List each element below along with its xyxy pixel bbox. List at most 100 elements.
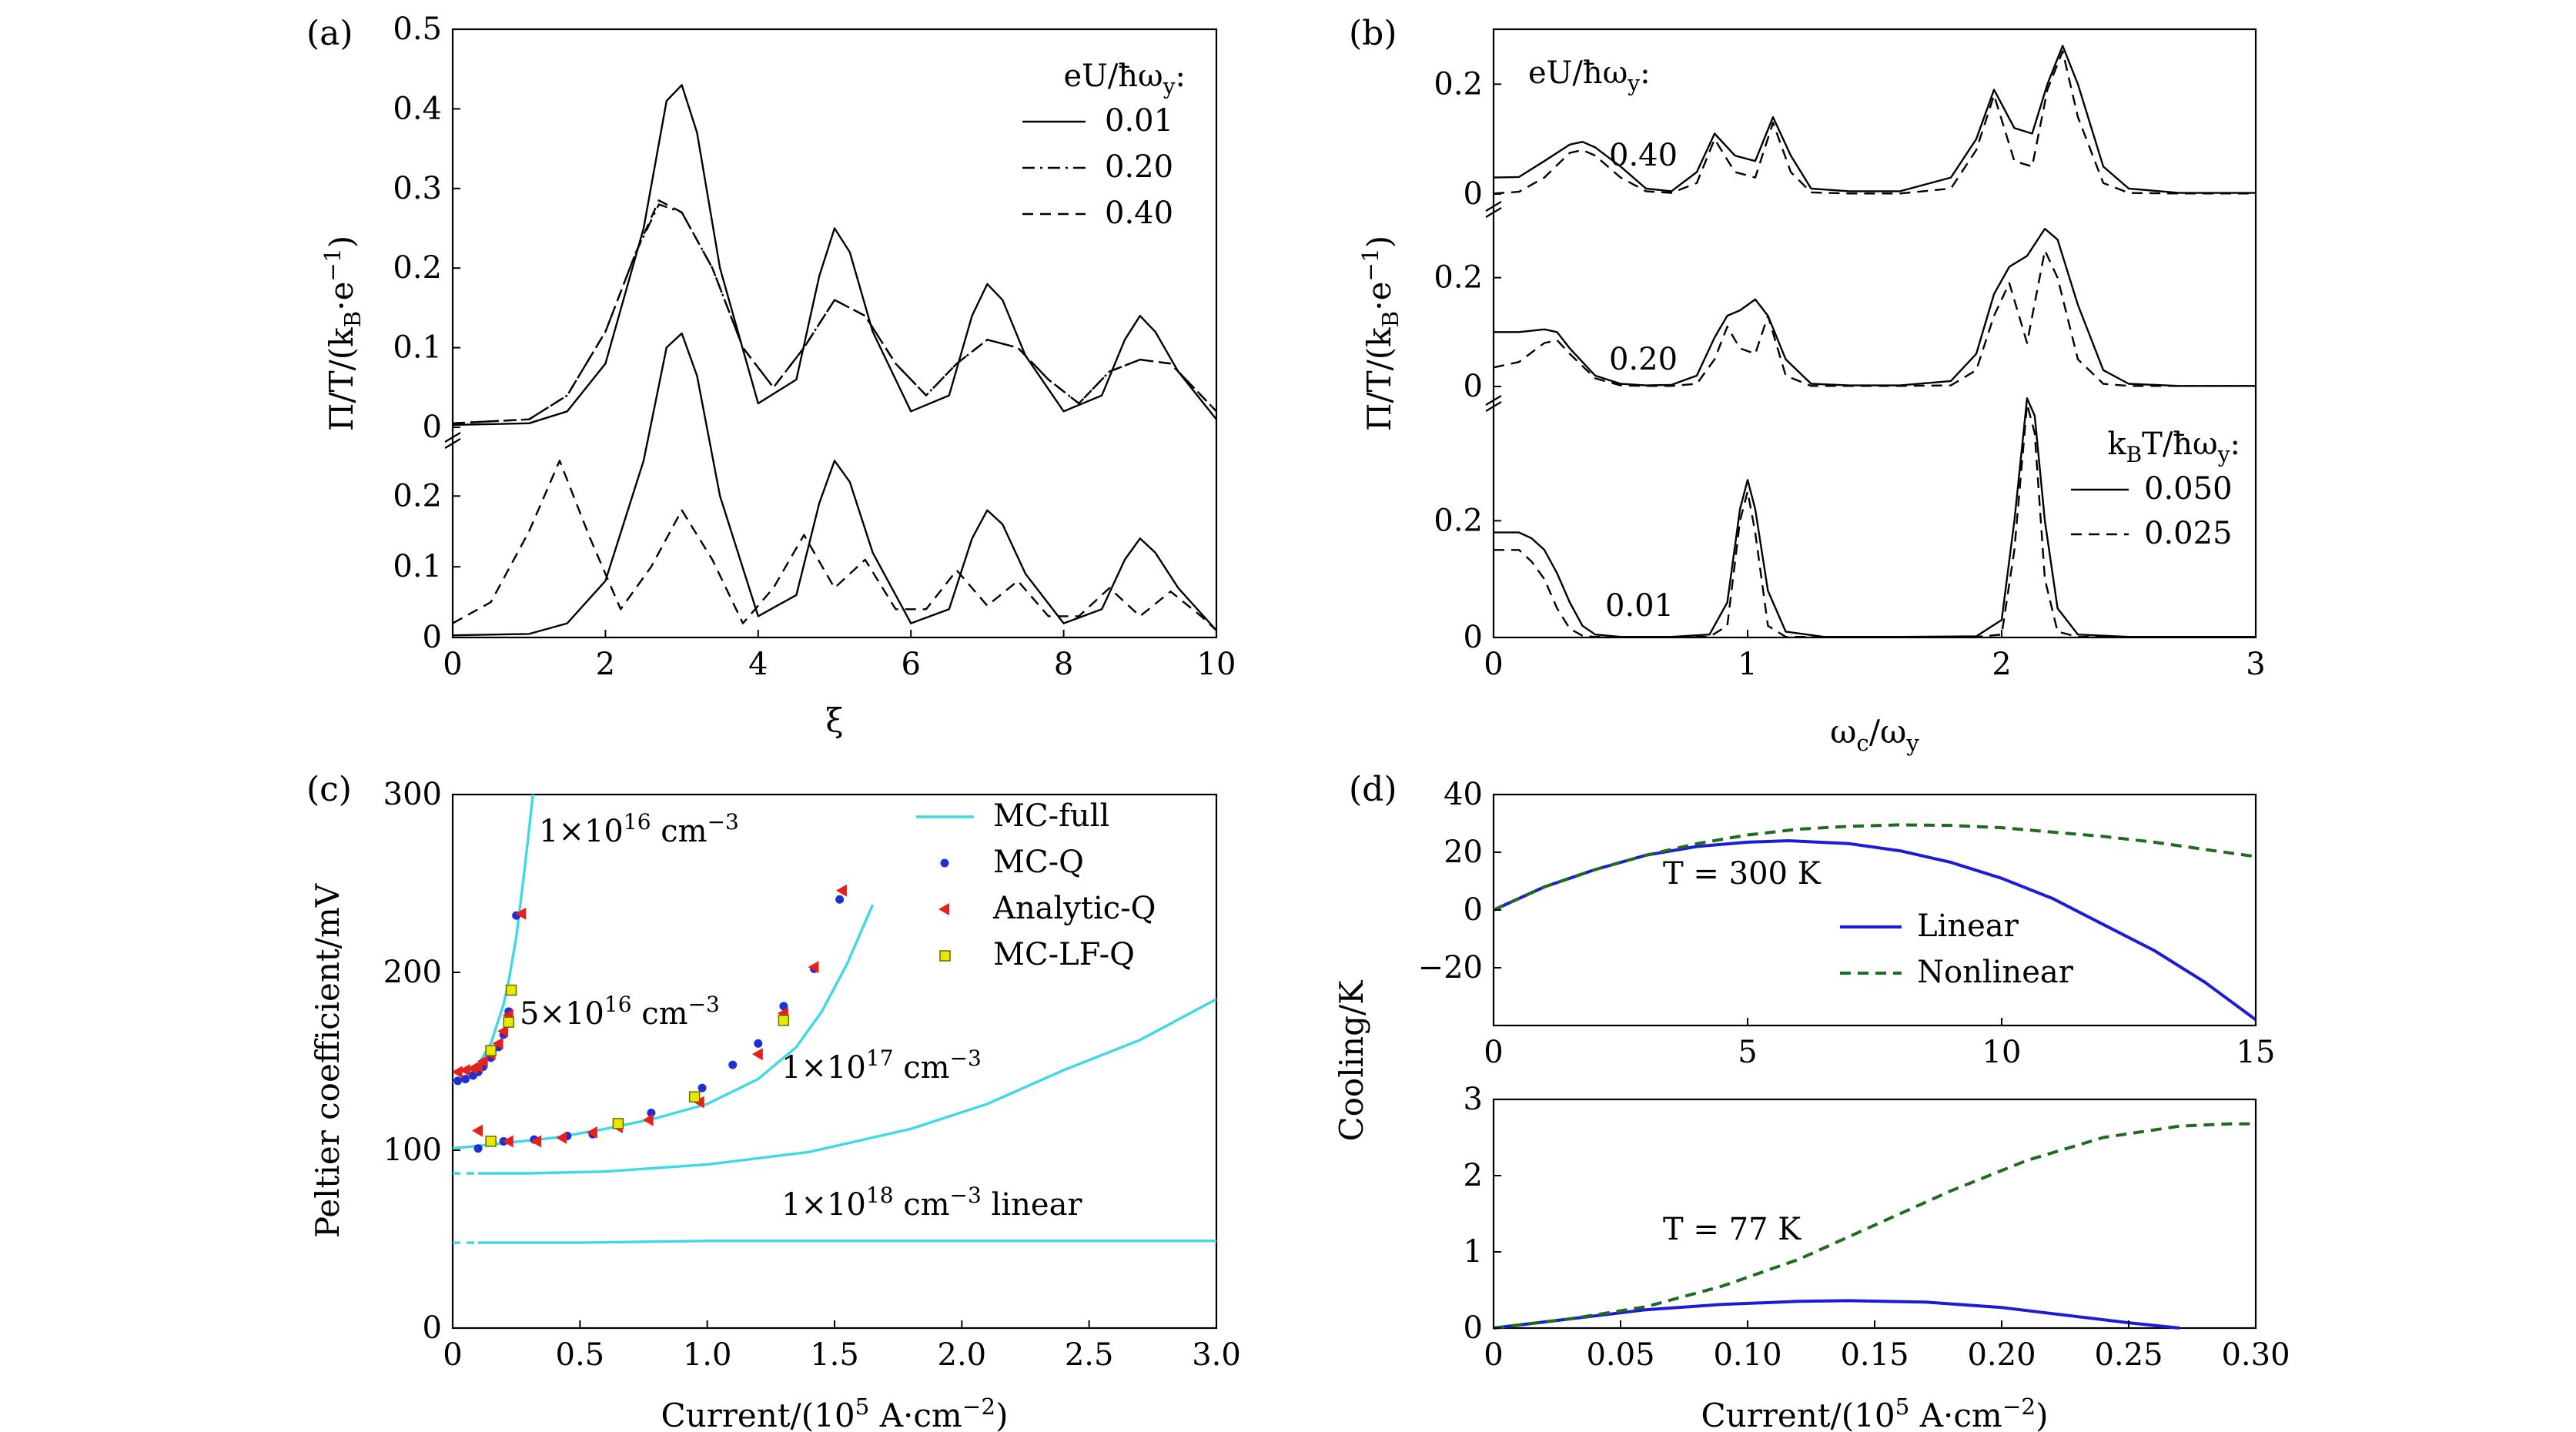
- panel-b-axis-break: [1485, 395, 1502, 406]
- panel-a-legend-label: 0.01: [1105, 103, 1173, 139]
- panel-d-bottom-x-tick-label: 0.05: [1586, 1337, 1654, 1373]
- panel-b-legend-title: kB​T/ħωy​:: [2107, 427, 2240, 467]
- panel-b-top-line: [1493, 45, 2256, 194]
- panel-c-mc-full-line: [478, 998, 1216, 1175]
- panel-d-bottom-x-tick-label: 0.25: [2094, 1337, 2163, 1373]
- panel-a-y-lower-tick-label: 0: [423, 620, 442, 655]
- panel-c-mcq-point: [698, 1083, 707, 1092]
- panel-a-y-upper-tick-label: 0.4: [393, 91, 442, 126]
- panel-b-x-tick-label: 3: [2246, 647, 2265, 682]
- panel-c-legend-marker: [938, 903, 949, 915]
- panel-d-top-y-tick-label: 20: [1444, 835, 1483, 870]
- panel-a-x-tick-label: 8: [1054, 647, 1073, 682]
- panel-c-analytic-point: [459, 1064, 470, 1077]
- panel-c-annotation: 1×1017​ cm−3​: [781, 1046, 982, 1086]
- panel-a-legend-label: 0.40: [1105, 196, 1173, 231]
- panel-b-annotation: 0.20: [1609, 342, 1678, 377]
- panel-b-frame: [1492, 28, 2257, 639]
- panel-a-lower-line: [452, 460, 1217, 631]
- panel-b-y-mid-tick-label: 0.2: [1434, 260, 1483, 296]
- panel-a-y-upper-tick-label: 0.5: [393, 12, 442, 47]
- panel-d-top-x-tick-label: 0: [1484, 1035, 1503, 1070]
- panel-c-annotation: 1×1016​ cm−3​: [539, 809, 739, 849]
- panel-c-x-tick-label: 2.0: [938, 1337, 987, 1373]
- panel-a-y-lower-tick-label: 0.1: [393, 549, 442, 584]
- panel-c-analytic-point: [835, 884, 847, 897]
- panel-c-plot-area: [453, 795, 1216, 1244]
- panel-a-x-tick-label: 2: [596, 647, 615, 682]
- panel-b-legend-title: eU/ħωy​:: [1528, 55, 1651, 96]
- panel-d-bottom-x-tick-label: 0.15: [1840, 1337, 1909, 1373]
- panel-b-y-bot-tick-label: 0.2: [1434, 503, 1483, 538]
- panel-c-mcq-point: [835, 895, 845, 904]
- panel-d-label: (d): [1349, 770, 1397, 809]
- panel-c-legend-label: MC-LF-Q: [993, 937, 1135, 972]
- panel-d-bottom-y-tick-label: 2: [1464, 1158, 1483, 1193]
- panel-a-lower-line: [452, 332, 1217, 637]
- panel-a-legend-label: 0.20: [1105, 149, 1173, 185]
- panel-a-y-upper-tick-label: 0.2: [393, 250, 442, 286]
- panel-c-mcq-point: [779, 1002, 788, 1011]
- panel-b-y-bot-tick-label: 0: [1464, 620, 1483, 655]
- panel-d-top-y-tick-label: 0: [1464, 892, 1483, 928]
- panel-a-label: (a): [306, 14, 353, 53]
- panel-c-lfq-point: [485, 1045, 497, 1056]
- panel-c-dashed-stub: [453, 1145, 466, 1150]
- panel-c-mcq-point: [473, 1144, 483, 1153]
- panel-b-axis-break: [1485, 207, 1502, 218]
- panel-c-x-tick-label: 1.5: [810, 1337, 859, 1373]
- panel-c-lfq-point: [778, 1015, 790, 1026]
- panel-c-legend-marker: [939, 950, 951, 962]
- panel-d-top-y-tick-label: −20: [1418, 950, 1483, 985]
- panel-d-xlabel: Current/(105​ A·cm−2​): [1701, 1394, 2049, 1432]
- panel-c-legend-marker: [940, 858, 949, 868]
- panel-d-bottom-x-tick-label: 0.10: [1713, 1337, 1781, 1373]
- panel-c-analytic-point: [642, 1113, 654, 1126]
- panel-b-x-tick-label: 2: [1992, 647, 2011, 682]
- panel-c-x-tick-label: 2.5: [1065, 1337, 1114, 1373]
- panel-a-legend-title: eU/ħωy​:: [1063, 59, 1186, 99]
- panel-d-top-frame: [1492, 793, 2257, 1027]
- panel-d-top-x-tick-label: 5: [1738, 1035, 1757, 1070]
- panel-d-bottom-line: [1493, 1299, 2180, 1330]
- panel-b-xlabel: ωc​/ωy​: [1830, 713, 1919, 756]
- panel-c-legend-label: Analytic-Q: [992, 891, 1156, 926]
- panel-c-analytic-point: [502, 1135, 514, 1148]
- panel-b-axis-break: [1485, 401, 1502, 412]
- panel-c-analytic-point: [808, 961, 819, 974]
- panel-b-legend-label: 0.050: [2144, 471, 2233, 507]
- panel-c-analytic-point: [472, 1124, 483, 1137]
- panel-d-annotation: T = 77 K: [1663, 1212, 1802, 1247]
- panel-b-bot-line: [1494, 397, 2256, 638]
- panel-c-mcq-point: [647, 1108, 656, 1117]
- panel-d-top-x-tick-label: 15: [2236, 1035, 2276, 1070]
- panel-d-bottom-line: [1493, 1122, 2256, 1330]
- panel-b-top-line: [1493, 50, 2256, 195]
- panel-c-y-tick-label: 100: [383, 1133, 442, 1168]
- panel-b-label: (b): [1349, 14, 1397, 53]
- panel-d-annotation: T = 300 K: [1663, 856, 1822, 892]
- panel-b-mid-line: [1494, 227, 2256, 387]
- panel-d-bottom-y-tick-label: 3: [1464, 1082, 1483, 1117]
- panel-d-legend-label: Linear: [1917, 908, 2019, 944]
- panel-c-lfq-point: [485, 1136, 497, 1147]
- panel-c-analytic-point: [530, 1135, 542, 1148]
- panel-a-frame: [451, 28, 1218, 639]
- panel-b-x-tick-label: 1: [1738, 647, 1757, 682]
- panel-d-top-x-tick-label: 10: [1982, 1035, 2022, 1070]
- panel-c-mcq-point: [754, 1039, 763, 1048]
- panel-d-bottom-y-tick-label: 1: [1464, 1234, 1483, 1270]
- panel-c-lfq-point: [688, 1091, 701, 1102]
- panel-c-analytic-point: [586, 1126, 597, 1139]
- panel-c-x-tick-label: 0.5: [556, 1337, 605, 1373]
- panel-b-axis-break: [1485, 201, 1502, 212]
- panel-b-mid-line: [1493, 249, 2256, 387]
- panel-c-analytic-point: [477, 1055, 488, 1068]
- panel-c-ylabel: Peltier coefficient/mV: [309, 883, 346, 1238]
- panel-d-ylabel: Cooling/K: [1333, 979, 1370, 1142]
- panel-b-y-mid-tick-label: 0: [1464, 369, 1483, 404]
- panel-a-y-upper-tick-label: 0.1: [393, 330, 442, 366]
- panel-c-analytic-point: [453, 1066, 463, 1079]
- panel-c-y-tick-label: 0: [423, 1310, 442, 1346]
